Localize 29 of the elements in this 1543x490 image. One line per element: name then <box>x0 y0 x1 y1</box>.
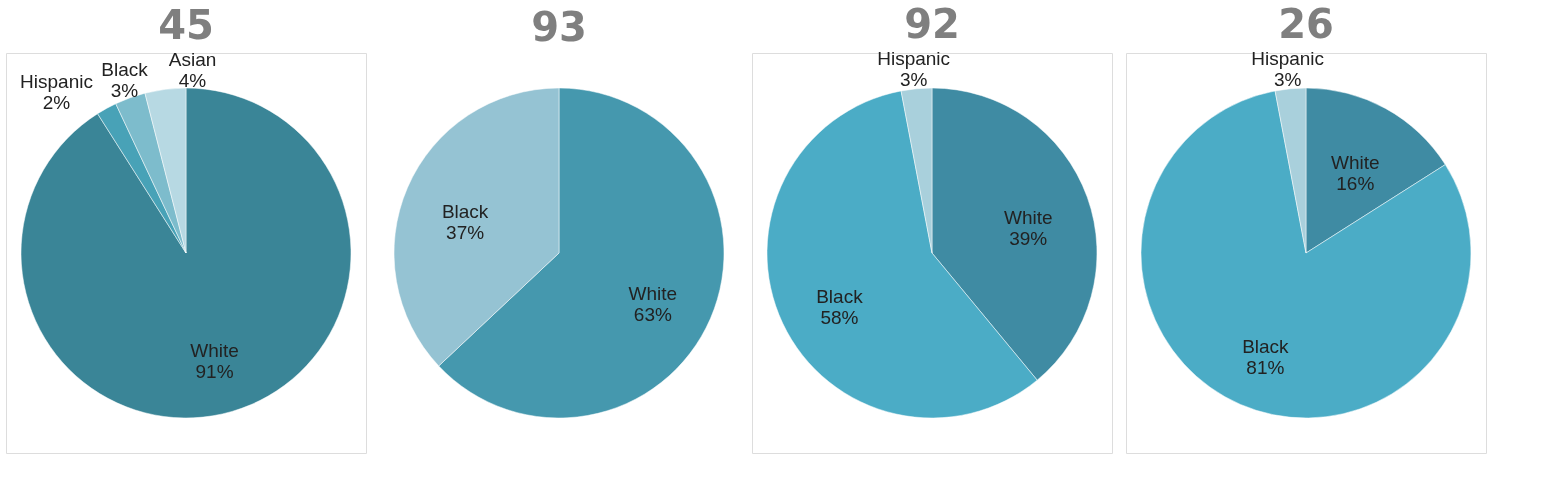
data-label: 39% <box>1009 228 1048 250</box>
slice-label: Black <box>101 58 149 80</box>
slice-label: White <box>190 340 239 362</box>
data-label: 3% <box>1273 68 1302 90</box>
data-label: 63% <box>633 303 672 325</box>
slice-label: Hispanic <box>877 47 951 69</box>
data-label: 37% <box>446 222 485 244</box>
slice-label: White <box>628 282 678 304</box>
data-label: 58% <box>820 306 859 328</box>
chart-title: 93 <box>531 4 587 50</box>
slice-label: Hispanic <box>20 71 93 93</box>
slice-label: Black <box>441 201 489 223</box>
slice-label: Black <box>1242 335 1290 357</box>
slice-label: Hispanic <box>1251 47 1325 69</box>
chart-title: 26 <box>1278 0 1334 47</box>
data-label: 3% <box>110 79 139 101</box>
data-label: 81% <box>1246 356 1285 378</box>
data-label: 2% <box>42 92 71 114</box>
chart-title: 45 <box>158 1 214 48</box>
chart-title: 92 <box>904 0 960 47</box>
slice-label: White <box>1330 152 1380 174</box>
slice-label: White <box>1003 207 1053 229</box>
data-label: 3% <box>899 68 928 90</box>
slice-label: Asian <box>168 48 217 70</box>
slice-label: Black <box>816 285 864 307</box>
data-label: 91% <box>195 361 234 383</box>
pie-slice <box>1140 90 1471 419</box>
data-label: 4% <box>178 69 207 91</box>
data-label: 16% <box>1336 173 1375 195</box>
